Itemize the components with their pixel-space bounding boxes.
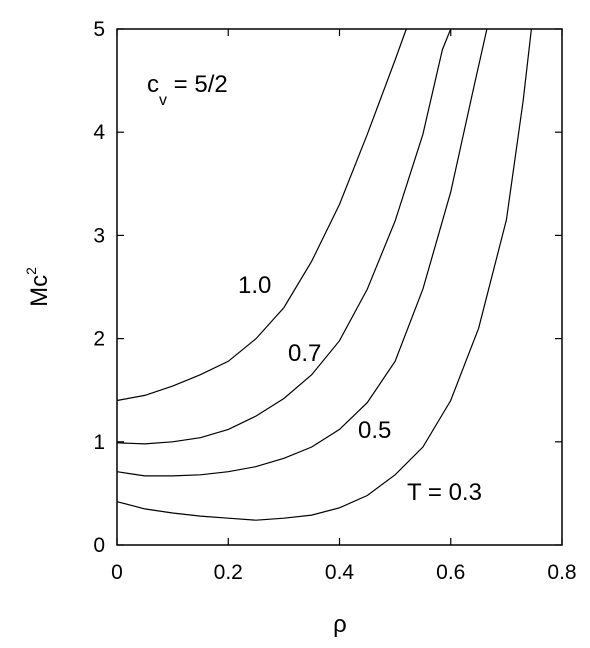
x-tick-label: 0.4 — [325, 561, 355, 584]
x-tick-label: 0 — [111, 561, 123, 584]
annotation-t1: 1.0 — [238, 272, 271, 299]
curve-0-7 — [116, 28, 452, 445]
annotation-cv-main: c — [147, 71, 159, 98]
y-tick-label: 2 — [93, 328, 105, 351]
curve-1-0 — [116, 28, 407, 402]
annotation-t05: 0.5 — [358, 417, 391, 444]
annotation-t07: 0.7 — [288, 340, 321, 367]
curve-t-0-3 — [116, 28, 532, 521]
annotation-cv-sub: v — [159, 92, 167, 109]
x-tick-label: 0.6 — [436, 561, 465, 584]
y-tick-label: 1 — [93, 431, 105, 454]
annotation-cv: cv = 5/2 — [147, 71, 228, 109]
y-axis-label-main: Mc — [26, 275, 53, 307]
curves — [116, 28, 532, 521]
y-tick-label: 3 — [93, 224, 105, 247]
curve-0-5 — [116, 28, 488, 477]
y-tick-label: 5 — [93, 18, 105, 41]
plot-frame — [116, 28, 563, 546]
x-tick-label: 0.2 — [214, 561, 243, 584]
y-axis-label-sup: 2 — [23, 267, 39, 275]
ticks: 0 0.2 0.4 0.6 0.8 0 1 2 3 4 5 — [93, 18, 576, 584]
annotation-cv-rest: = 5/2 — [167, 71, 228, 98]
y-axis-label: Mc2 — [23, 267, 53, 307]
y-tick-label: 0 — [93, 534, 105, 557]
x-tick-label: 0.8 — [547, 561, 576, 584]
y-tick-label: 4 — [93, 121, 105, 144]
x-axis-label: ρ — [333, 611, 347, 638]
annotation-t03: T = 0.3 — [407, 479, 482, 506]
